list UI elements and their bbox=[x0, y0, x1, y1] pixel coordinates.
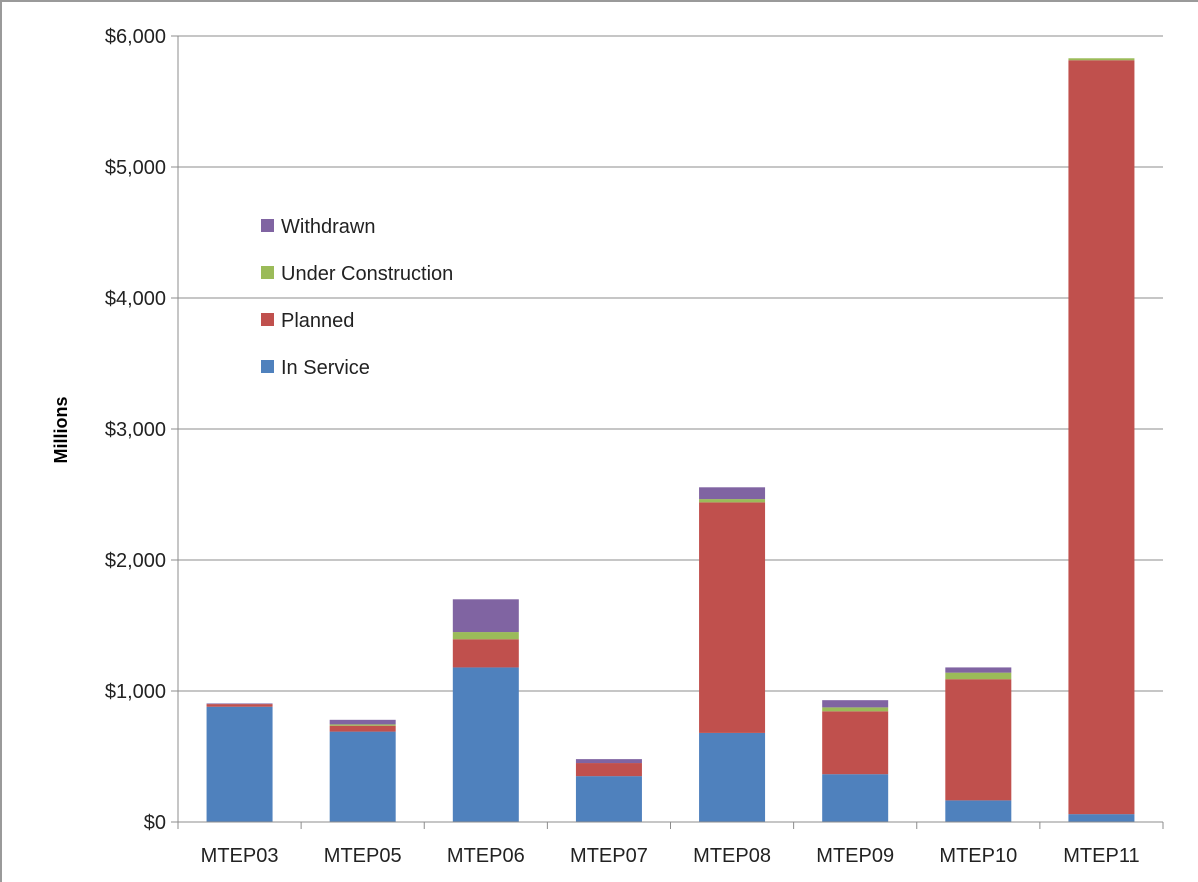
x-tick-label: MTEP03 bbox=[201, 845, 279, 867]
bar-segment-planned bbox=[699, 502, 766, 733]
y-axis-label: Millions bbox=[51, 397, 71, 464]
bar-segment-under-construction bbox=[822, 707, 889, 712]
x-tick-label: MTEP11 bbox=[1063, 845, 1139, 867]
legend-swatch bbox=[261, 313, 274, 326]
axes bbox=[177, 36, 1164, 829]
bar-segment-withdrawn bbox=[945, 667, 1012, 673]
bar-segment-in-service bbox=[206, 706, 273, 822]
x-tick-label: MTEP10 bbox=[939, 845, 1017, 867]
y-tick-label: $3,000 bbox=[105, 419, 166, 441]
bar-segment-in-service bbox=[329, 731, 396, 822]
legend-label: Withdrawn bbox=[281, 216, 375, 238]
bar-segment-withdrawn bbox=[822, 700, 889, 708]
bar-segment-withdrawn bbox=[329, 719, 396, 725]
legend-swatch bbox=[261, 219, 274, 232]
bar-segment-in-service bbox=[452, 667, 519, 822]
bar-segment-in-service bbox=[699, 732, 766, 822]
bar-segment-planned bbox=[822, 711, 889, 775]
legend: Withdrawn Under Construction Planned In Ser… bbox=[261, 216, 453, 379]
bar-segment-under-construction bbox=[945, 672, 1012, 680]
y-tick-label: $4,000 bbox=[105, 288, 166, 310]
bar-segment-in-service bbox=[575, 776, 642, 822]
bars bbox=[206, 58, 1135, 822]
bar-segment-withdrawn bbox=[575, 759, 642, 764]
x-tick-label: MTEP07 bbox=[570, 845, 648, 867]
bar-segment-under-construction bbox=[1068, 58, 1135, 61]
bar-segment-in-service bbox=[1068, 814, 1135, 822]
legend-label: Under Construction bbox=[281, 263, 453, 285]
y-tick-label: $5,000 bbox=[105, 157, 166, 179]
y-tick-label: $0 bbox=[144, 812, 166, 834]
y-tick-labels: $0 $1,000 $2,000 $3,000 $4,000 $5,000 $6,000 bbox=[105, 26, 166, 834]
legend-label: Planned bbox=[281, 310, 354, 332]
bar-segment-planned bbox=[945, 679, 1012, 801]
legend-swatch bbox=[261, 266, 274, 279]
bar-segment-planned bbox=[575, 763, 642, 777]
bar-segment-planned bbox=[206, 704, 273, 707]
bar-segment-planned bbox=[1068, 60, 1135, 815]
bar-segment-under-construction bbox=[699, 499, 766, 503]
bar-segment-in-service bbox=[822, 774, 889, 822]
legend-label: In Service bbox=[281, 357, 370, 379]
gridlines bbox=[171, 35, 1163, 823]
bar-segment-withdrawn bbox=[452, 599, 519, 633]
legend-swatch bbox=[261, 360, 274, 373]
bar-segment-in-service bbox=[945, 800, 1012, 822]
x-tick-label: MTEP05 bbox=[324, 845, 402, 867]
bar-segment-planned bbox=[452, 639, 519, 668]
x-tick-labels: MTEP03 MTEP05 MTEP06 MTEP07 MTEP08 MTEP09 MTEP… bbox=[201, 845, 1140, 867]
y-tick-label: $1,000 bbox=[105, 681, 166, 703]
y-tick-label: $2,000 bbox=[105, 550, 166, 572]
y-tick-label: $6,000 bbox=[105, 26, 166, 48]
bar-segment-withdrawn bbox=[206, 703, 273, 705]
bar-segment-under-construction bbox=[329, 724, 396, 726]
bar-segment-withdrawn bbox=[699, 487, 766, 500]
bar-segment-planned bbox=[329, 725, 396, 732]
x-tick-label: MTEP08 bbox=[693, 845, 771, 867]
x-tick-label: MTEP06 bbox=[447, 845, 525, 867]
x-tick-label: MTEP09 bbox=[816, 845, 894, 867]
bar-segment-under-construction bbox=[452, 632, 519, 640]
